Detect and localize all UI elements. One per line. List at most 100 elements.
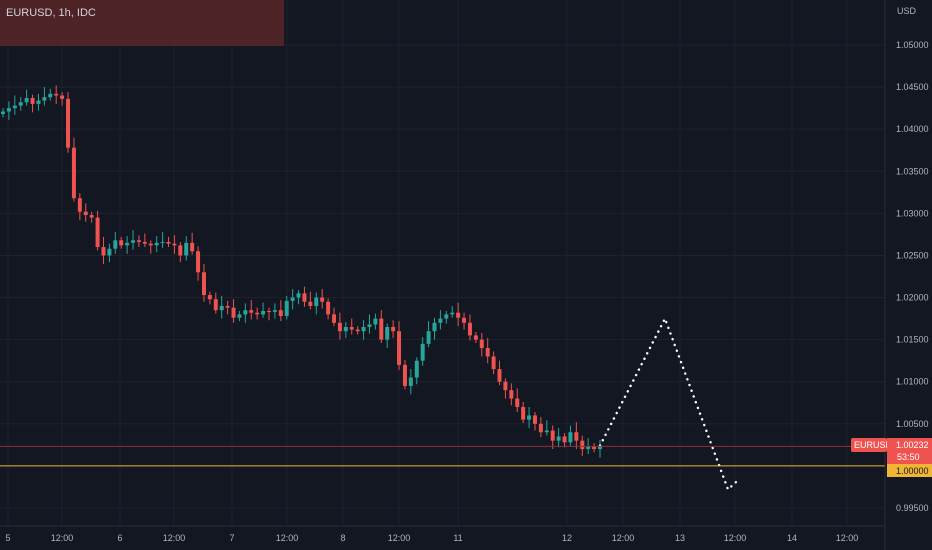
time-tick-label: 12:00 bbox=[163, 533, 186, 543]
candle-down bbox=[462, 317, 467, 323]
candle-down bbox=[95, 217, 100, 248]
candle-up bbox=[544, 430, 549, 433]
time-tick-label: 12:00 bbox=[612, 533, 635, 543]
candle-up bbox=[290, 297, 295, 301]
candle-down bbox=[60, 95, 65, 99]
candle-down bbox=[337, 322, 342, 332]
candle-down bbox=[580, 440, 585, 450]
candle-down bbox=[142, 241, 147, 244]
candle-down bbox=[332, 314, 337, 323]
candle-down bbox=[101, 247, 106, 256]
candle-down bbox=[231, 307, 236, 318]
time-tick-label: 11 bbox=[453, 533, 462, 543]
candle-up bbox=[272, 310, 277, 312]
candle-down bbox=[456, 312, 461, 318]
candle-up bbox=[1, 111, 5, 115]
time-tick-label: 12:00 bbox=[836, 533, 859, 543]
candle-down bbox=[485, 348, 490, 357]
candle-down bbox=[574, 432, 579, 441]
candle-up bbox=[42, 97, 47, 101]
candle-down bbox=[136, 240, 141, 242]
candle-up bbox=[598, 446, 602, 450]
candle-down bbox=[391, 327, 396, 332]
candle-down bbox=[178, 245, 183, 256]
candle-up bbox=[373, 318, 378, 325]
symbol-tag: EURUSD bbox=[854, 440, 893, 450]
candle-down bbox=[467, 322, 472, 336]
candle-down bbox=[497, 369, 502, 382]
price-tick-label: 1.02500 bbox=[896, 250, 929, 260]
countdown-timer: 53:50 bbox=[897, 452, 920, 462]
price-tick-label: 1.03500 bbox=[896, 166, 929, 176]
candle-down bbox=[89, 215, 94, 218]
candle-up bbox=[237, 314, 242, 318]
candle-down bbox=[249, 310, 254, 313]
candle-down bbox=[349, 327, 354, 330]
candle-up bbox=[426, 331, 431, 344]
time-tick-label: 7 bbox=[229, 533, 234, 543]
candle-down bbox=[66, 98, 71, 148]
candle-up bbox=[527, 415, 532, 420]
candle-down bbox=[266, 311, 271, 313]
candle-up bbox=[243, 310, 248, 315]
price-tags: EURUSD 1.00232 53:50 1.00000 bbox=[851, 438, 932, 477]
candle-down bbox=[119, 240, 124, 246]
time-axis[interactable]: 5 12:00 6 12:00 7 12:00 8 12:00 11 12 12:00 13 12:00… bbox=[5, 533, 858, 543]
candle-up bbox=[361, 327, 366, 332]
candle-down bbox=[83, 211, 88, 216]
candle-down bbox=[503, 381, 508, 391]
candle-up bbox=[261, 311, 266, 315]
candle-up bbox=[107, 248, 112, 256]
candle-up bbox=[12, 105, 17, 109]
candle-down bbox=[30, 98, 35, 104]
candle-up bbox=[367, 324, 372, 328]
candle-down bbox=[308, 301, 313, 306]
symbol-label: EURUSD, 1h, IDC bbox=[6, 7, 96, 19]
candle-down bbox=[402, 364, 407, 386]
candle-down bbox=[201, 272, 206, 296]
currency-label: USD bbox=[897, 6, 917, 16]
time-tick-label: 8 bbox=[340, 533, 345, 543]
price-tick-label: 0.99500 bbox=[896, 503, 929, 513]
candle-down bbox=[77, 198, 82, 212]
price-tick-label: 1.05000 bbox=[896, 40, 929, 50]
candle-down bbox=[172, 243, 177, 246]
candle-down bbox=[532, 415, 537, 424]
candle-up bbox=[125, 242, 130, 246]
time-tick-label: 5 bbox=[5, 533, 10, 543]
price-axis[interactable]: USD 1.05000 1.04500 1.04000 1.03500 1.03000 1… bbox=[896, 6, 929, 513]
level-tag-value: 1.00000 bbox=[896, 466, 929, 476]
candle-up bbox=[131, 240, 136, 243]
candle-down bbox=[538, 423, 543, 433]
candle-down bbox=[397, 331, 402, 365]
price-tick-label: 1.01000 bbox=[896, 377, 929, 387]
candle-down bbox=[225, 305, 230, 308]
header-overlay bbox=[0, 0, 284, 46]
candle-down bbox=[255, 312, 260, 315]
candle-down bbox=[562, 436, 567, 443]
grid bbox=[0, 0, 885, 526]
candle-up bbox=[586, 446, 591, 450]
price-tick-label: 1.03000 bbox=[896, 208, 929, 218]
candle-up bbox=[414, 360, 419, 378]
price-tick-label: 1.04500 bbox=[896, 82, 929, 92]
candle-up bbox=[113, 240, 118, 249]
candle-up bbox=[184, 242, 189, 256]
candles bbox=[1, 85, 602, 458]
candle-down bbox=[592, 446, 597, 450]
candle-up bbox=[408, 377, 413, 386]
price-levels bbox=[0, 445, 885, 467]
time-tick-label: 12 bbox=[562, 533, 572, 543]
candle-down bbox=[326, 301, 331, 315]
price-tick-label: 1.00500 bbox=[896, 419, 929, 429]
time-tick-label: 13 bbox=[675, 533, 685, 543]
candle-down bbox=[190, 242, 195, 252]
candle-up bbox=[24, 98, 29, 103]
time-tick-label: 12:00 bbox=[51, 533, 74, 543]
candle-down bbox=[509, 390, 514, 399]
candle-up bbox=[444, 314, 449, 319]
price-tick-label: 1.01500 bbox=[896, 335, 929, 345]
level-tag-bg bbox=[887, 464, 932, 477]
